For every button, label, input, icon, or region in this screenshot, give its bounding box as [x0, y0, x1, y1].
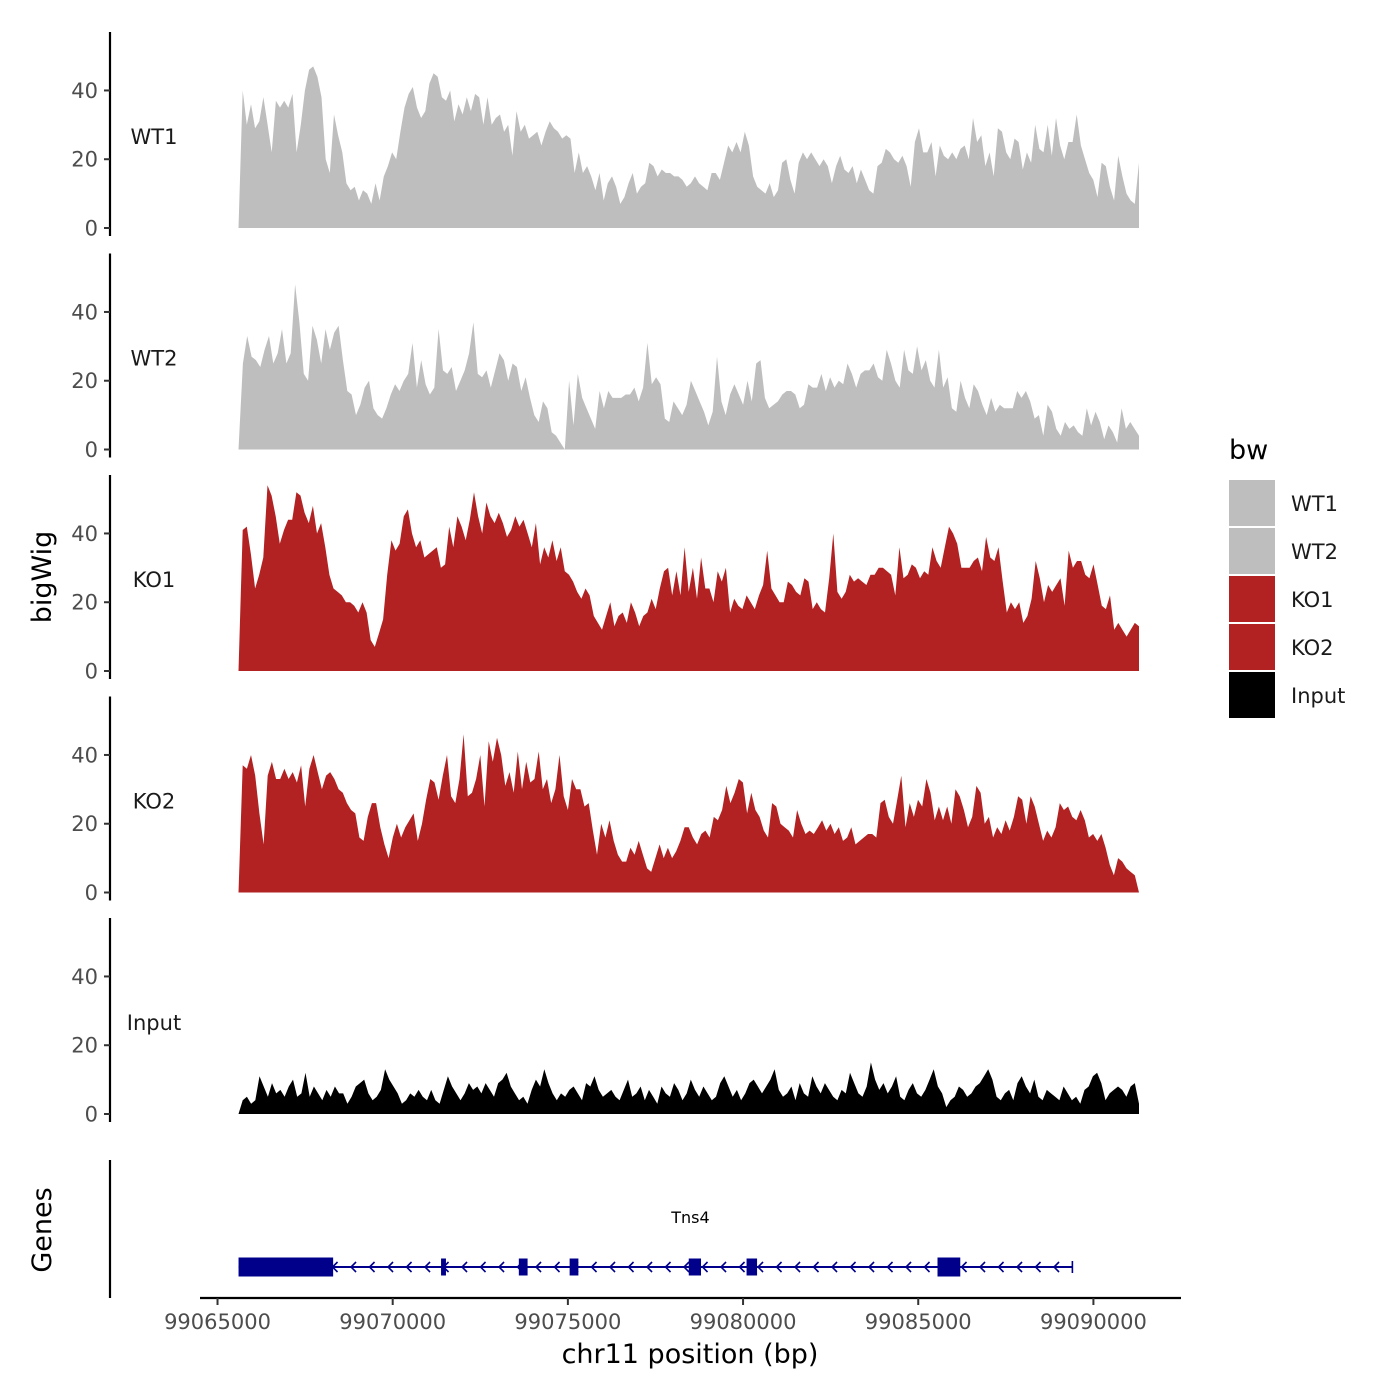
legend-title: bw	[1229, 435, 1268, 466]
strand-arrow	[886, 1261, 894, 1273]
track-panel-ko1: 0 20 40 KO1	[71, 475, 1139, 684]
legend-swatch-ko1	[1229, 576, 1275, 622]
gene-exon	[937, 1257, 961, 1277]
y-tick-label: 0	[85, 660, 98, 684]
x-tick-label: 99080000	[690, 1310, 797, 1334]
x-tick-label: 99090000	[1040, 1310, 1147, 1334]
strand-arrow	[627, 1261, 635, 1273]
strand-arrow	[997, 1261, 1005, 1273]
y-tick-label: 0	[85, 217, 98, 241]
strand-arrow	[405, 1261, 413, 1273]
gene-label: Tns4	[670, 1208, 709, 1227]
x-tick-label: 99085000	[865, 1310, 972, 1334]
strand-arrow	[701, 1261, 709, 1273]
strand-arrow	[1052, 1261, 1060, 1273]
strand-arrow	[645, 1261, 653, 1273]
strand-arrow	[756, 1261, 764, 1273]
strand-arrow	[386, 1261, 394, 1273]
legend-swatch-input	[1229, 672, 1275, 718]
strand-arrow	[812, 1261, 820, 1273]
track-panel-wt2: 0 20 40 WT2	[71, 253, 1139, 462]
y-tick-label: 20	[71, 369, 98, 393]
y-tick-label: 20	[71, 812, 98, 836]
strand-arrow	[960, 1261, 968, 1273]
x-tick-label: 99070000	[339, 1310, 446, 1334]
legend-label-input: Input	[1291, 684, 1345, 708]
strand-arrow	[534, 1261, 542, 1273]
y-tick-label: 40	[71, 743, 98, 767]
y-tick-label: 40	[71, 522, 98, 546]
strand-arrow	[460, 1261, 468, 1273]
strand-arrow	[479, 1261, 487, 1273]
strand-arrow	[719, 1261, 727, 1273]
track-label-ko1: KO1	[133, 568, 176, 592]
track-label-input: Input	[127, 1011, 181, 1035]
gene-exon	[569, 1258, 579, 1276]
gene-exon	[518, 1258, 528, 1276]
legend-swatch-ko2	[1229, 624, 1275, 670]
strand-arrow	[1015, 1261, 1023, 1273]
gene-exon	[238, 1257, 334, 1277]
strand-arrow	[867, 1261, 875, 1273]
strand-arrow	[608, 1261, 616, 1273]
strand-arrow	[590, 1261, 598, 1273]
strand-arrow	[1034, 1261, 1042, 1273]
y-tick-label: 40	[71, 300, 98, 324]
track-label-wt2: WT2	[131, 347, 178, 371]
legend-label-wt1: WT1	[1291, 492, 1338, 516]
track-panel-wt1: 0 20 40 WT1	[71, 32, 1139, 241]
legend-swatch-wt1	[1229, 480, 1275, 526]
strand-arrow	[904, 1261, 912, 1273]
track-panel-input: 0 20 40 Input	[71, 918, 1139, 1127]
coverage-area-ko2	[238, 734, 1139, 893]
y-tick-label: 0	[85, 881, 98, 905]
strand-arrow	[775, 1261, 783, 1273]
strand-arrow	[423, 1261, 431, 1273]
y-axis-title: bigWig	[27, 531, 58, 624]
tracks-layer: 0 20 40 WT1 0 20 40 WT2 0 20 40 KO1 0 20 40 KO2 0 20 40 Inp…	[71, 32, 1139, 1127]
strand-arrow	[349, 1261, 357, 1273]
gene-exon	[746, 1258, 758, 1276]
y-tick-label: 40	[71, 79, 98, 103]
x-tick-label: 99075000	[514, 1310, 621, 1334]
legend: bw WT1 WT2 KO1 KO2 Input	[1229, 435, 1345, 718]
strand-arrow	[978, 1261, 986, 1273]
strand-arrow	[830, 1261, 838, 1273]
y-tick-label: 40	[71, 965, 98, 989]
strand-arrow	[849, 1261, 857, 1273]
y-tick-label: 20	[71, 148, 98, 172]
y-tick-label: 0	[85, 438, 98, 462]
track-label-wt1: WT1	[131, 125, 178, 149]
strand-arrow	[738, 1261, 746, 1273]
strand-arrow	[497, 1261, 505, 1273]
x-tick-label: 99065000	[164, 1310, 271, 1334]
x-axis: 99065000 99070000 99075000 99080000 99085000…	[164, 1296, 1181, 1334]
coverage-area-wt2	[238, 284, 1139, 450]
track-label-ko2: KO2	[133, 790, 176, 814]
coverage-area-input	[238, 1062, 1139, 1114]
coverage-area-ko1	[238, 485, 1139, 671]
genes-layer: Tns4	[108, 1160, 1074, 1298]
strand-arrow	[553, 1261, 561, 1273]
legend-label-ko2: KO2	[1291, 636, 1334, 660]
gene-exon	[441, 1258, 446, 1276]
y-tick-label: 0	[85, 1103, 98, 1127]
strand-arrow	[664, 1261, 672, 1273]
strand-arrow	[368, 1261, 376, 1273]
strand-arrow	[793, 1261, 801, 1273]
legend-label-wt2: WT2	[1291, 540, 1338, 564]
legend-label-ko1: KO1	[1291, 588, 1334, 612]
genes-axis-title: Genes	[27, 1187, 58, 1272]
y-tick-label: 20	[71, 1034, 98, 1058]
gene-exon	[688, 1258, 702, 1276]
y-tick-label: 20	[71, 591, 98, 615]
x-axis-title: chr11 position (bp)	[562, 1339, 819, 1370]
legend-swatch-wt2	[1229, 528, 1275, 574]
strand-arrow	[682, 1261, 690, 1273]
track-panel-ko2: 0 20 40 KO2	[71, 696, 1139, 905]
strand-arrow	[923, 1261, 931, 1273]
coverage-area-wt1	[238, 66, 1139, 229]
